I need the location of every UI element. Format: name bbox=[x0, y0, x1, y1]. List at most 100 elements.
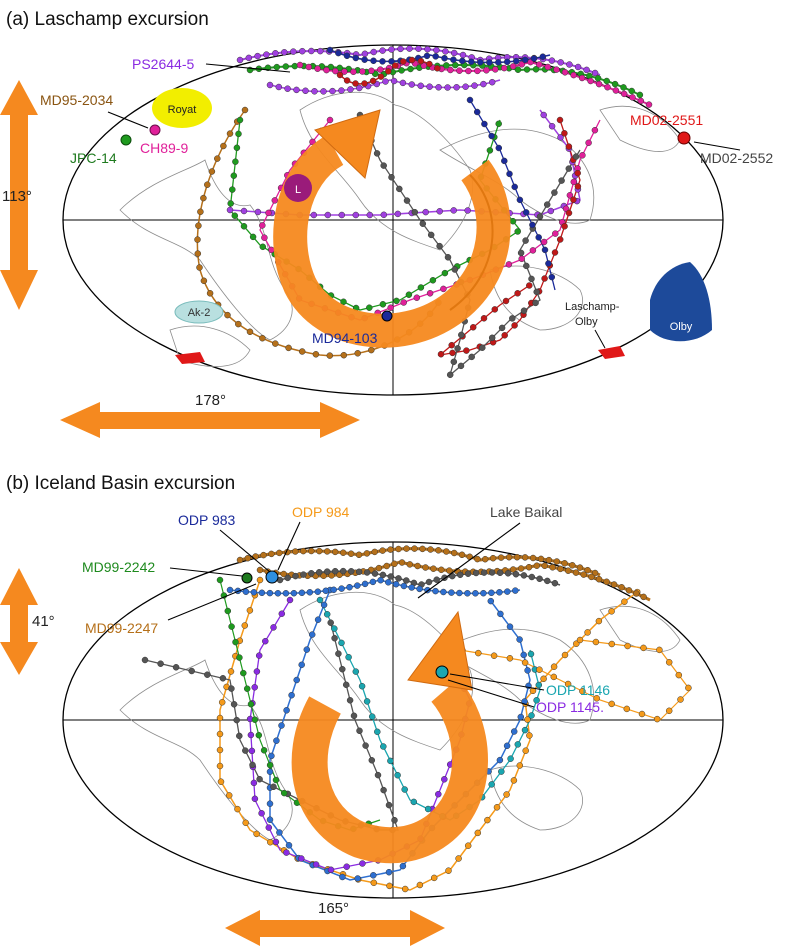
odp983-leader bbox=[219, 529, 271, 573]
path-point bbox=[216, 762, 224, 770]
path-point bbox=[285, 842, 293, 849]
path-point bbox=[394, 771, 401, 779]
path-point bbox=[536, 213, 544, 220]
path-point bbox=[343, 863, 350, 870]
path-point bbox=[361, 580, 369, 588]
path-point bbox=[440, 588, 447, 596]
md99-2242-site-dot bbox=[241, 572, 253, 584]
path-point bbox=[394, 210, 402, 218]
path-point bbox=[226, 206, 234, 214]
path-point bbox=[231, 212, 239, 219]
path-point bbox=[628, 87, 635, 95]
path-point bbox=[339, 567, 347, 575]
path-point bbox=[380, 743, 387, 750]
path-point bbox=[380, 162, 387, 169]
path-point bbox=[675, 671, 683, 679]
royat-area bbox=[152, 88, 212, 128]
path-point bbox=[618, 584, 625, 591]
path-point bbox=[251, 716, 259, 723]
path-point bbox=[465, 67, 472, 75]
path-point bbox=[258, 589, 266, 597]
path-point bbox=[529, 247, 537, 254]
path-point bbox=[640, 644, 647, 652]
path-point bbox=[352, 80, 359, 87]
path-point bbox=[403, 545, 410, 552]
path-point bbox=[266, 768, 274, 775]
path-point bbox=[503, 58, 511, 66]
path-point bbox=[398, 559, 406, 566]
path-point bbox=[219, 675, 227, 682]
path-point bbox=[524, 667, 531, 674]
path-point bbox=[204, 671, 211, 678]
path-point bbox=[625, 587, 633, 594]
path-point bbox=[373, 150, 381, 157]
path-point bbox=[377, 576, 384, 584]
path-point bbox=[229, 186, 236, 193]
path-point bbox=[532, 299, 539, 307]
path-point bbox=[464, 207, 471, 214]
path-point bbox=[480, 569, 488, 576]
path-point bbox=[426, 60, 433, 68]
path-point bbox=[518, 255, 525, 263]
path-point bbox=[361, 56, 368, 63]
path-point bbox=[263, 51, 270, 58]
path-point bbox=[433, 46, 440, 54]
path-point bbox=[569, 562, 576, 569]
path-point bbox=[633, 590, 640, 597]
path-point bbox=[397, 45, 404, 53]
path-point bbox=[446, 371, 454, 379]
path-point bbox=[473, 108, 481, 116]
path-point bbox=[359, 860, 366, 867]
path-point bbox=[196, 264, 203, 271]
path-point bbox=[492, 66, 499, 73]
path-point bbox=[442, 48, 449, 55]
path-point bbox=[579, 152, 586, 159]
path-point bbox=[435, 84, 442, 91]
path-point bbox=[495, 59, 502, 66]
path-point bbox=[358, 682, 366, 690]
path-point bbox=[480, 589, 487, 597]
path-point bbox=[266, 761, 274, 769]
path-point bbox=[236, 56, 244, 64]
path-point bbox=[350, 712, 358, 720]
path-point bbox=[382, 78, 389, 85]
path-point bbox=[323, 548, 331, 555]
path-point bbox=[444, 84, 451, 91]
path-point bbox=[458, 551, 466, 559]
path-point bbox=[265, 824, 273, 831]
path-point bbox=[572, 153, 580, 160]
path-point bbox=[530, 55, 538, 62]
odp984-leader bbox=[277, 521, 301, 571]
path-point bbox=[576, 636, 584, 644]
path-point bbox=[366, 304, 373, 311]
path-point bbox=[497, 554, 505, 561]
path-point bbox=[488, 569, 496, 576]
path-point bbox=[610, 581, 618, 588]
path-point bbox=[241, 622, 249, 629]
path-point bbox=[298, 589, 306, 597]
path-point bbox=[514, 290, 521, 297]
path-point bbox=[466, 96, 474, 104]
path-point bbox=[256, 566, 264, 574]
path-point bbox=[278, 610, 286, 617]
path-point bbox=[413, 294, 421, 301]
path-point bbox=[443, 548, 450, 555]
path-point bbox=[330, 586, 337, 594]
path-point bbox=[422, 564, 429, 571]
md94-label: MD94-103 bbox=[312, 330, 378, 346]
path-point bbox=[416, 585, 423, 593]
path-point bbox=[580, 571, 587, 578]
path-point bbox=[539, 53, 547, 60]
odp984-label: ODP 984 bbox=[292, 504, 350, 520]
path-point bbox=[592, 638, 600, 646]
path-point bbox=[379, 571, 387, 579]
path-point bbox=[214, 155, 221, 162]
path-point bbox=[399, 862, 407, 870]
path-point bbox=[603, 578, 610, 586]
path-point bbox=[236, 116, 244, 124]
path-point bbox=[341, 68, 348, 75]
path-point bbox=[462, 83, 469, 90]
path-point bbox=[561, 560, 568, 567]
path-point bbox=[141, 656, 149, 664]
odp983-label: ODP 983 bbox=[178, 512, 236, 528]
